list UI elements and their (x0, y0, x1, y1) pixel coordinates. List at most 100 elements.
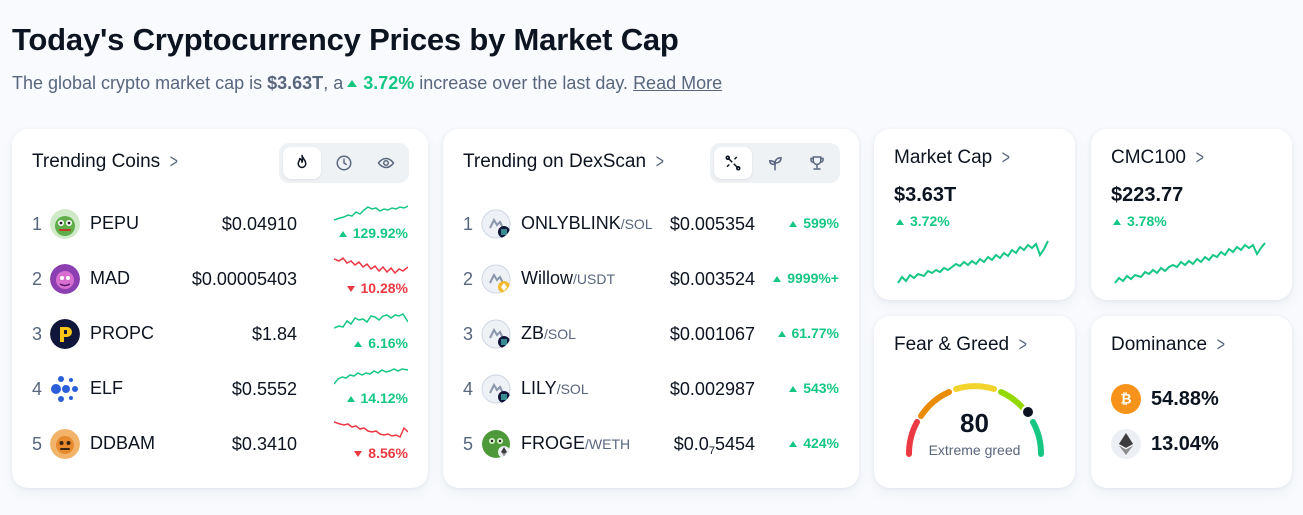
read-more-link[interactable]: Read More (633, 73, 723, 93)
list-item[interactable]: 5 FROGE/WETH $0.075454 424% (443, 424, 859, 464)
pepu-logo-icon (50, 209, 80, 239)
sprout-icon[interactable] (756, 147, 794, 179)
list-item[interactable]: 1 PEPU $0.04910 129.92% (12, 204, 428, 244)
fear-greed-label: Extreme greed (928, 442, 1021, 458)
page-title: Today's Cryptocurrency Prices by Market … (12, 22, 679, 57)
trending-coins-header[interactable]: Trending Coins > (32, 151, 180, 173)
up-arrow-icon (338, 231, 347, 238)
rank: 2 (32, 269, 43, 289)
token-price: $0.075454 (673, 434, 755, 457)
eye-icon[interactable] (367, 147, 405, 179)
list-item[interactable]: 2 Willow/USDT $0.003524 9999%+ (443, 259, 859, 299)
clock-icon[interactable] (325, 147, 363, 179)
cmc100-value: $223.77 (1111, 184, 1184, 206)
elf-logo-icon (51, 376, 78, 402)
rank: 4 (463, 379, 474, 399)
bitcoin-icon: ₿ (1111, 384, 1141, 414)
dex-icon[interactable] (714, 147, 752, 179)
rank: 4 (32, 379, 43, 399)
fear-greed-card[interactable]: Fear & Greed > 80 Extreme greed (874, 316, 1075, 488)
fear-greed-gauge (905, 383, 1045, 457)
dexscan-header[interactable]: Trending on DexScan > (463, 151, 666, 173)
list-item[interactable]: 4 LILY/SOL $0.002987 543% (443, 369, 859, 409)
cmc100-header[interactable]: CMC100 > (1111, 147, 1206, 169)
coin-name: ELF (90, 378, 124, 398)
coin-name: DDBAM (90, 433, 156, 453)
token-price: $0.002987 (669, 379, 755, 399)
coin-change: 10.28% (346, 280, 408, 296)
token-placeholder-icon (481, 319, 511, 349)
fear-greed-header[interactable]: Fear & Greed > (894, 334, 1029, 356)
list-item[interactable]: 2 MAD $0.00005403 10.28% (12, 256, 428, 299)
coin-change: 6.16% (354, 335, 408, 351)
up-arrow-icon (896, 219, 904, 226)
coin-price: $0.00005403 (191, 269, 297, 289)
token-placeholder-icon (481, 209, 511, 239)
dexscan-card: Trending on DexScan > 1 ONLYBLINK/SOL $0… (443, 129, 859, 488)
token-placeholder-icon (481, 264, 511, 294)
list-item[interactable]: 3 PROPC $1.84 6.16% (12, 313, 428, 354)
sparkline-chart (334, 256, 408, 275)
market-cap-card[interactable]: Market Cap > $3.63T 3.72% (874, 129, 1075, 300)
up-arrow-icon (347, 79, 358, 87)
cmc100-title: CMC100 (1111, 147, 1186, 168)
chevron-right-icon: > (1195, 147, 1204, 169)
rank: 1 (463, 214, 474, 234)
up-arrow-icon (777, 331, 786, 338)
token-change: 424% (789, 435, 839, 451)
eth-dominance-value: 13.04% (1151, 432, 1219, 455)
token-placeholder-icon (481, 374, 511, 404)
token-name: LILY/SOL (521, 378, 589, 398)
summary-change: 3.72% (363, 73, 415, 93)
coin-name: PEPU (90, 213, 140, 233)
sparkline-chart (334, 368, 408, 385)
chevron-right-icon: > (169, 151, 179, 173)
market-cap-value: $3.63T (894, 184, 957, 206)
token-price: $0.003524 (669, 269, 755, 289)
token-name: ONLYBLINK/SOL (521, 213, 653, 233)
coin-price: $0.04910 (221, 214, 297, 234)
market-cap-title: Market Cap (894, 147, 993, 168)
coin-name: PROPC (90, 323, 155, 343)
token-change: 599% (789, 215, 839, 231)
chevron-right-icon: > (1216, 334, 1226, 356)
rank: 2 (463, 269, 474, 289)
cmc100-card[interactable]: CMC100 > $223.77 3.78% (1091, 129, 1292, 300)
up-arrow-icon (773, 276, 782, 283)
ethereum-icon (1111, 429, 1141, 459)
up-arrow-icon (789, 441, 798, 448)
dominance-title: Dominance (1111, 334, 1208, 355)
trending-coins-card: Trending Coins > 1 PEPU $0.04910 129.92%… (12, 129, 428, 488)
rank: 3 (32, 324, 43, 344)
cmc100-change: 3.78% (1113, 213, 1167, 229)
chevron-right-icon: > (1018, 334, 1028, 356)
up-arrow-icon (789, 221, 798, 228)
down-arrow-icon (346, 286, 355, 293)
list-item[interactable]: 5 DDBAM $0.3410 8.56% (12, 421, 428, 464)
summary-prefix: The global crypto market cap is (12, 73, 263, 93)
market-cap-sparkline (897, 240, 1049, 284)
mad-logo-icon (50, 264, 80, 294)
trending-coins-title: Trending Coins (32, 151, 161, 172)
propc-logo-icon (50, 319, 80, 349)
summary-suffix: increase over the last day. (419, 73, 629, 93)
coin-change: 14.12% (346, 390, 408, 406)
up-arrow-icon (346, 396, 355, 403)
coin-price: $0.3410 (231, 434, 297, 454)
flame-icon[interactable] (283, 147, 321, 179)
coin-change: 129.92% (338, 225, 408, 241)
sparkline-chart (334, 205, 408, 221)
trophy-icon[interactable] (798, 147, 836, 179)
dexscan-title: Trending on DexScan (463, 151, 647, 172)
dominance-card[interactable]: Dominance > ₿ 54.88% 13.04% (1091, 316, 1292, 488)
chevron-right-icon: > (655, 151, 665, 173)
summary-market-cap: $3.63T (267, 73, 324, 93)
list-item[interactable]: 4 ELF $0.5552 14.12% (12, 368, 428, 409)
dominance-header[interactable]: Dominance > (1111, 334, 1227, 356)
list-item[interactable]: 1 ONLYBLINK/SOL $0.005354 599% (443, 204, 859, 244)
froge-logo-icon (482, 430, 510, 458)
rank: 3 (463, 324, 474, 344)
list-item[interactable]: 3 ZB/SOL $0.001067 61.77% (443, 314, 859, 354)
market-cap-header[interactable]: Market Cap > (894, 147, 1012, 169)
token-name: FROGE/WETH (521, 433, 631, 453)
